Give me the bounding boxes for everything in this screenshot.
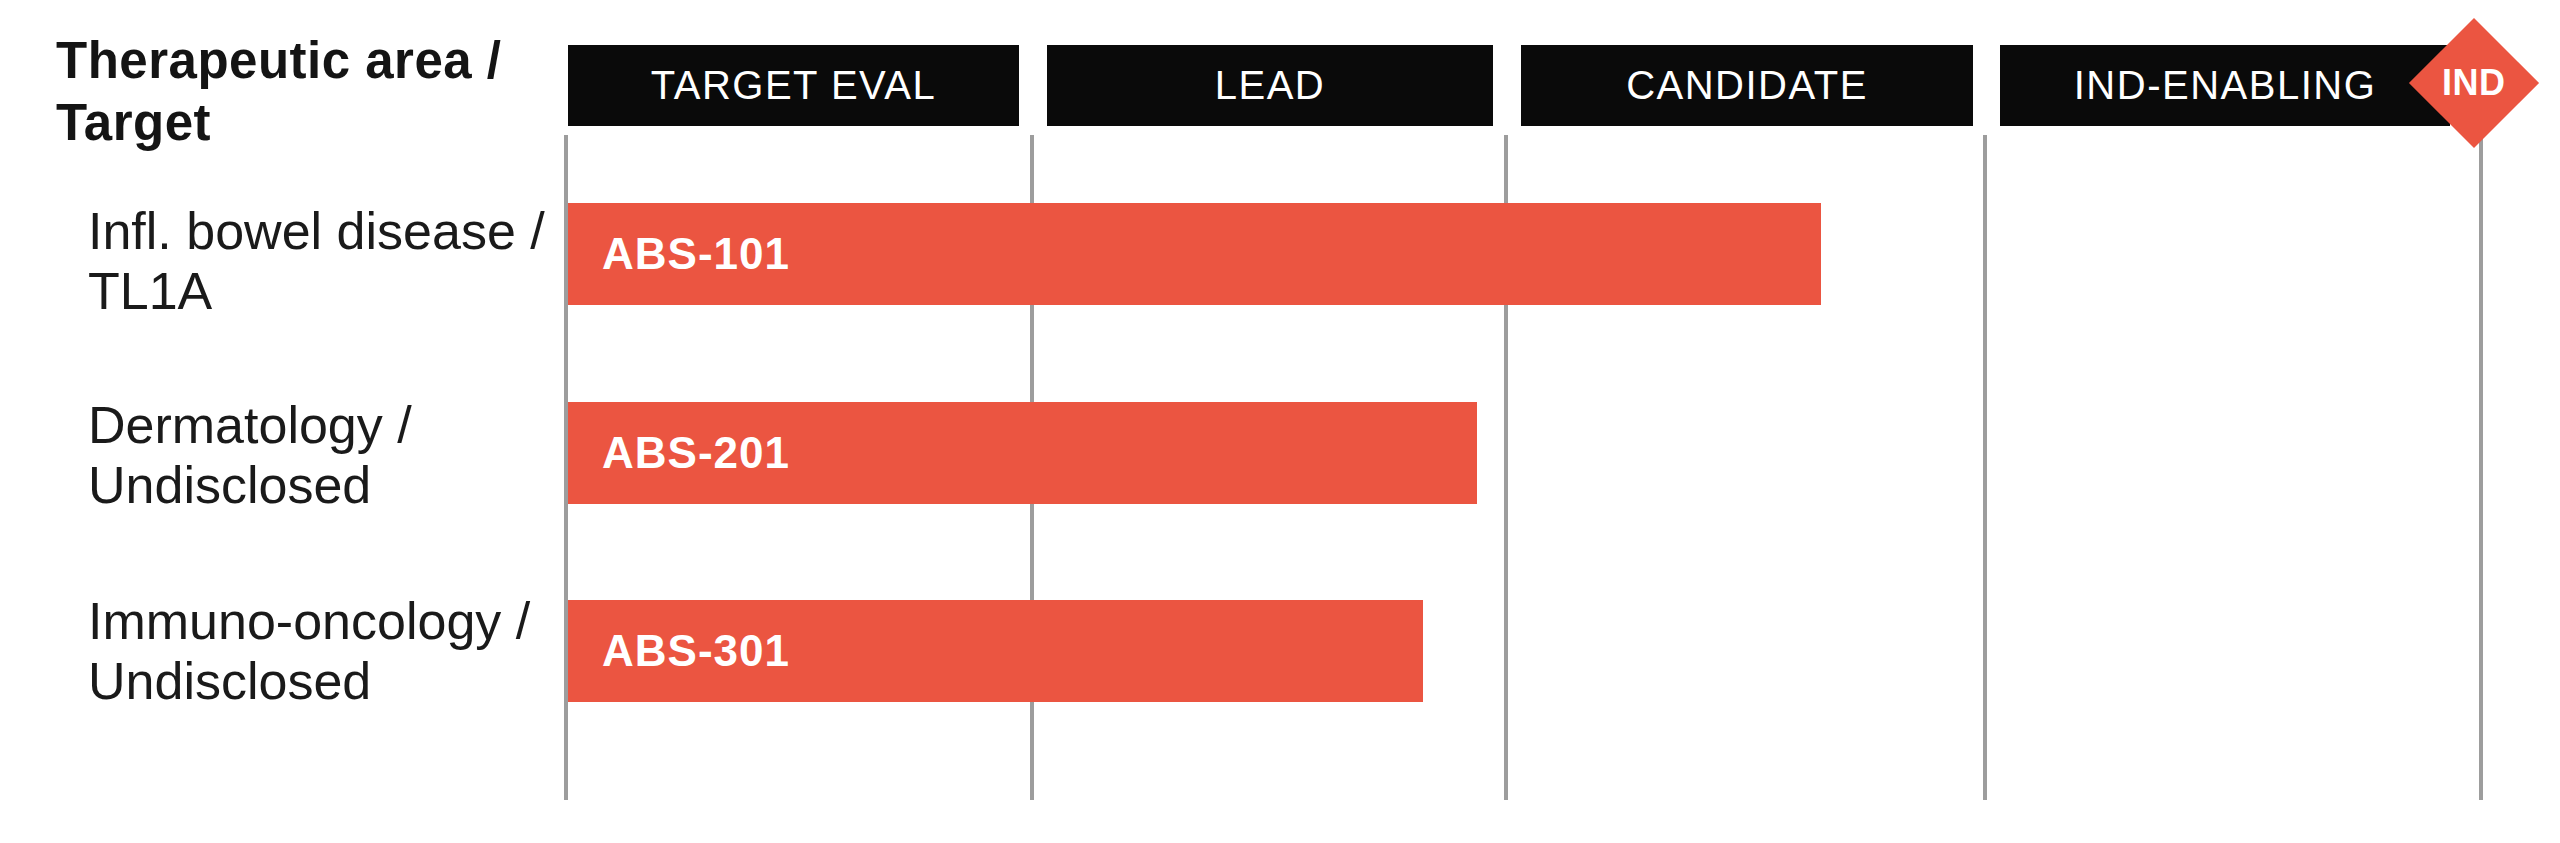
ind-milestone-label: IND xyxy=(2442,62,2506,104)
stage-header-label: TARGET EVAL xyxy=(651,63,936,108)
row-label-line2: TL1A xyxy=(88,261,563,321)
program-label: ABS-101 xyxy=(602,229,790,279)
row-label-line2: Undisclosed xyxy=(88,651,563,711)
row-label-line1: Immuno-oncology / xyxy=(88,591,563,651)
stage-divider-line xyxy=(1983,135,1987,800)
stage-header-lead: LEAD xyxy=(1047,45,1493,126)
row-label-immuno-oncology: Immuno-oncology / Undisclosed xyxy=(88,600,563,702)
row-label-line1: Dermatology / xyxy=(88,395,563,455)
stage-header-candidate: CANDIDATE xyxy=(1521,45,1973,126)
row-label-dermatology: Dermatology / Undisclosed xyxy=(88,404,563,506)
page-title: Therapeutic area / Target xyxy=(56,30,502,154)
ind-milestone-diamond: IND xyxy=(2409,18,2539,148)
page-title-line1: Therapeutic area / xyxy=(56,30,502,92)
pipeline-bar-abs-301: ABS-301 xyxy=(568,600,1423,702)
row-label-ibd-tl1a: Infl. bowel disease / TL1A xyxy=(88,210,563,312)
row-label-line2: Undisclosed xyxy=(88,455,563,515)
row-label-line1: Infl. bowel disease / xyxy=(88,201,563,261)
stage-header-label: CANDIDATE xyxy=(1626,63,1868,108)
pipeline-chart: Therapeutic area / Target TARGET EVAL LE… xyxy=(0,0,2560,843)
stage-header-label: LEAD xyxy=(1215,63,1326,108)
page-title-line2: Target xyxy=(56,92,502,154)
stage-header-label: IND-ENABLING xyxy=(2074,63,2377,108)
pipeline-bar-abs-201: ABS-201 xyxy=(568,402,1477,504)
pipeline-bar-abs-101: ABS-101 xyxy=(568,203,1821,305)
stage-header-target-eval: TARGET EVAL xyxy=(568,45,1019,126)
program-label: ABS-301 xyxy=(602,626,790,676)
stage-header-ind-enabling: IND-ENABLING xyxy=(2000,45,2450,126)
stage-divider-line xyxy=(2479,135,2483,800)
program-label: ABS-201 xyxy=(602,428,790,478)
